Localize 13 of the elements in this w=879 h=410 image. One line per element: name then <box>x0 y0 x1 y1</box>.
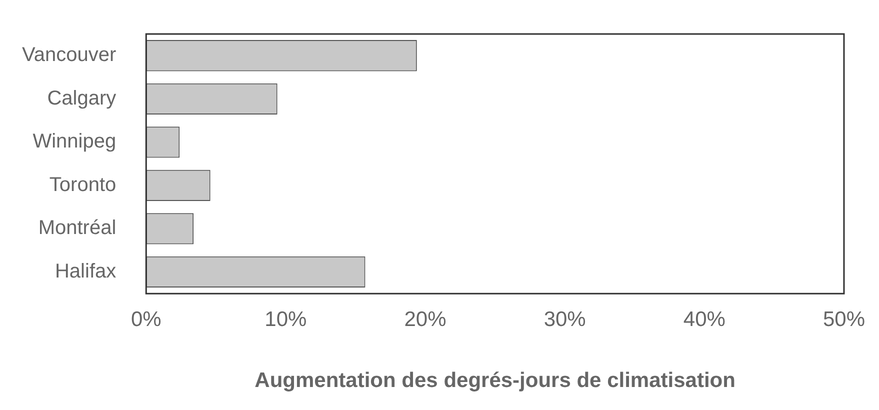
y-tick-label: Winnipeg <box>32 130 116 153</box>
y-tick-label: Vancouver <box>22 44 116 66</box>
x-tick-label: 40% <box>683 308 726 331</box>
x-tick-label: 50% <box>822 308 865 331</box>
y-tick-label: Calgary <box>47 87 116 110</box>
y-tick-label: Toronto <box>49 174 116 196</box>
x-axis-title: Augmentation des degrés-jours de climatisation <box>254 369 736 392</box>
y-tick-label: Montréal <box>38 217 116 240</box>
x-tick-label: 10% <box>264 308 307 331</box>
x-tick-label: 30% <box>544 308 586 331</box>
x-tick-label: 20% <box>404 308 446 331</box>
y-tick-label: Halifax <box>54 260 116 282</box>
x-tick-label: 0% <box>130 308 162 331</box>
